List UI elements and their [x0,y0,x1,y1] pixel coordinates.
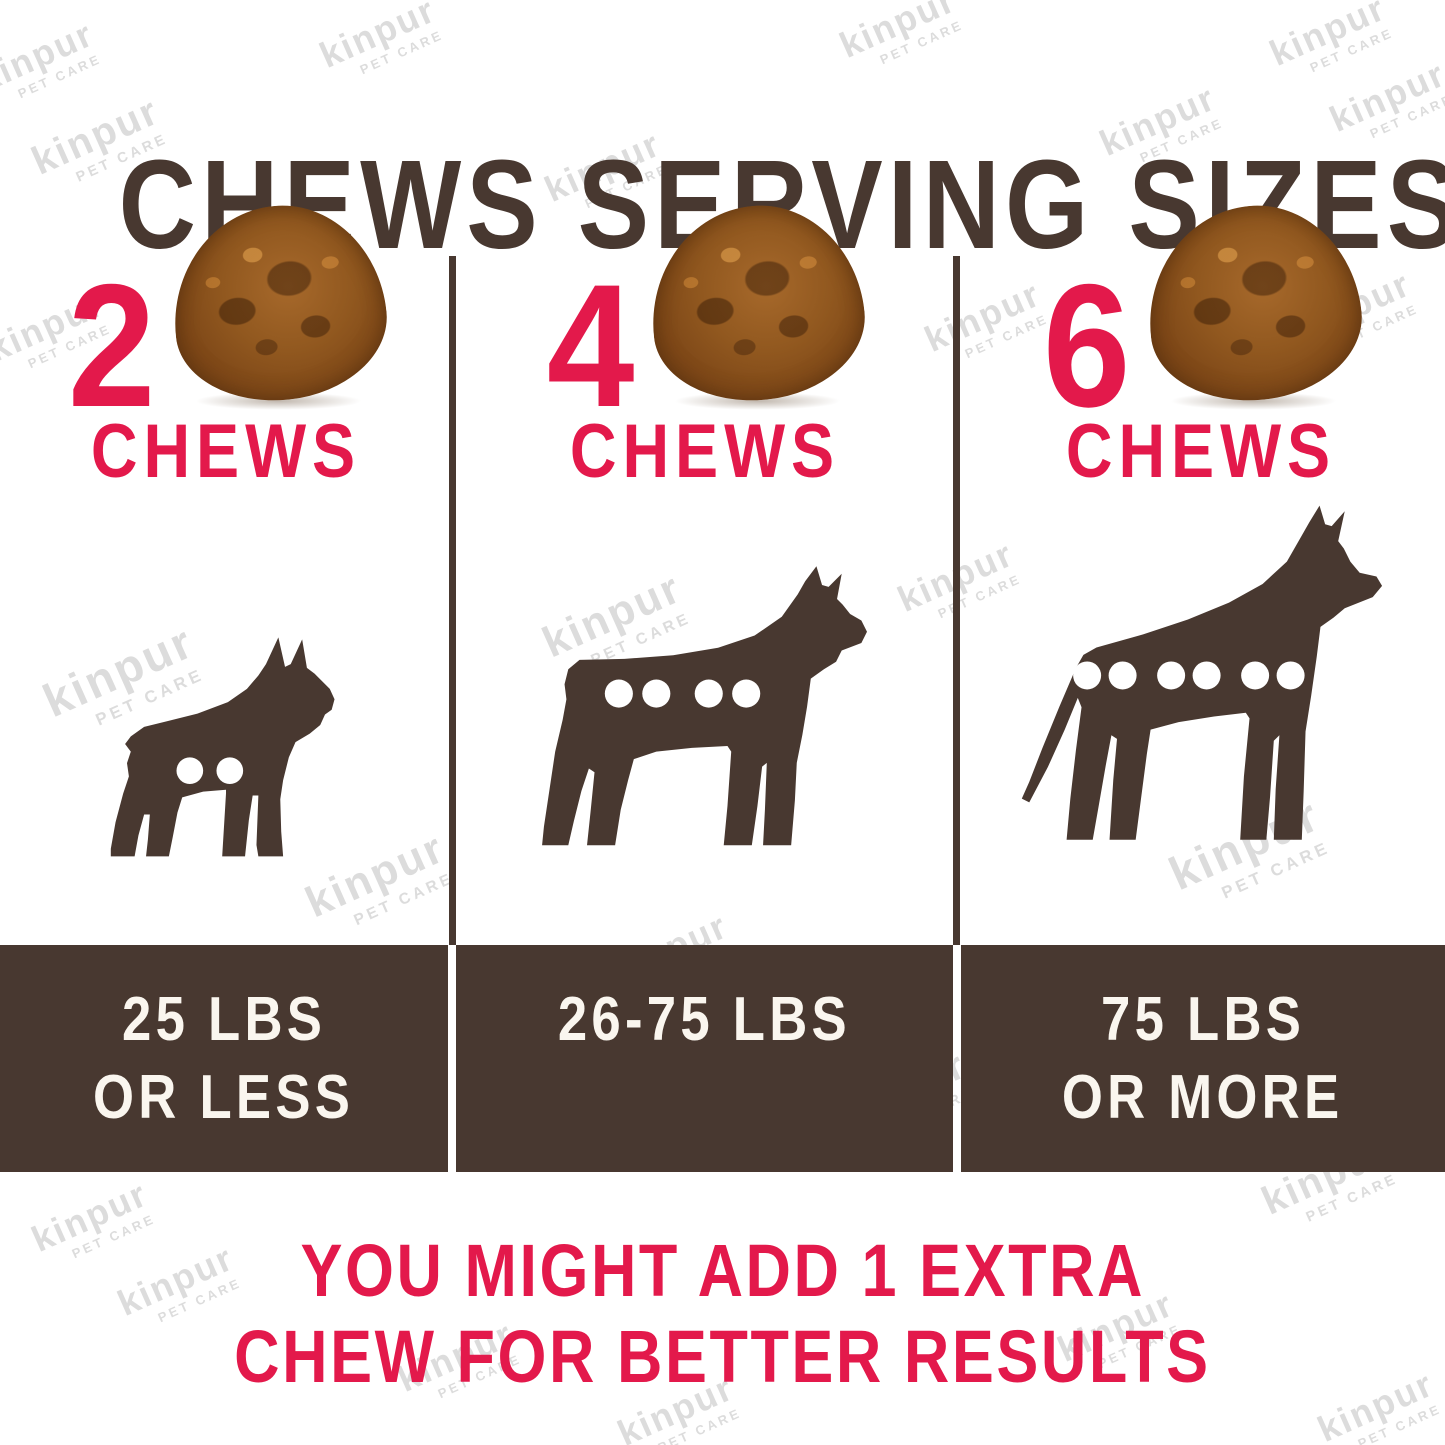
weight-range-bar: 75 LBS OR MORE [961,945,1445,1172]
chew-shadow [195,392,363,410]
weight-range-bar: 25 LBS OR LESS [0,945,448,1172]
chew-treat-icon [1138,195,1370,411]
medium-dog-icon [541,566,867,846]
dog-area-large [957,500,1445,864]
dog-area-small [0,626,452,864]
serving-column-small: 2 CHEWS 25 LBS OR LESS [0,190,452,1172]
column-divider-right [953,256,960,945]
chew-count-number: 6 [1043,249,1131,444]
chew-treat [1138,195,1370,411]
chew-count-row: 4 [452,195,957,434]
footer-note-line2: CHEW FOR BETTER RESULTS [234,1315,1211,1398]
chew-shadow [1170,392,1338,410]
footer-note-line1: YOU MIGHT ADD 1 EXTRA [300,1229,1145,1312]
footer-note: YOU MIGHT ADD 1 EXTRA CHEW FOR BETTER RE… [0,1228,1445,1400]
chew-shadow [673,392,841,410]
chew-treat-icon [163,195,395,411]
weight-range-line: OR LESS [93,1062,355,1132]
chew-count-number: 4 [546,249,635,444]
serving-column-medium: 4 CHEWS 26-75 LBS [452,190,957,1172]
chew-treat-icon [641,195,873,411]
weight-range-line: 25 LBS [121,984,327,1054]
chews-unit-label: CHEWS [569,409,840,494]
column-divider-left [449,256,456,945]
chews-unit-label: CHEWS [1065,409,1337,494]
chew-treat [641,195,873,411]
small-dog-icon [110,637,335,857]
serving-column-large: 6 CHEWS 75 LBS OR MORE [957,190,1445,1172]
weight-range-line: OR MORE [1062,1062,1344,1132]
weight-range-line: 75 LBS [1100,984,1306,1054]
weight-range-bar: 26-75 LBS [456,945,953,1172]
chew-count-number: 2 [68,249,156,444]
chew-treat [163,195,395,411]
dog-area-medium [452,555,957,864]
weight-range-line: 26-75 LBS [557,984,852,1054]
large-dog-icon [1021,505,1383,840]
chew-count-row: 6 [957,195,1445,434]
chew-count-row: 2 [0,195,452,434]
chews-unit-label: CHEWS [90,409,362,494]
